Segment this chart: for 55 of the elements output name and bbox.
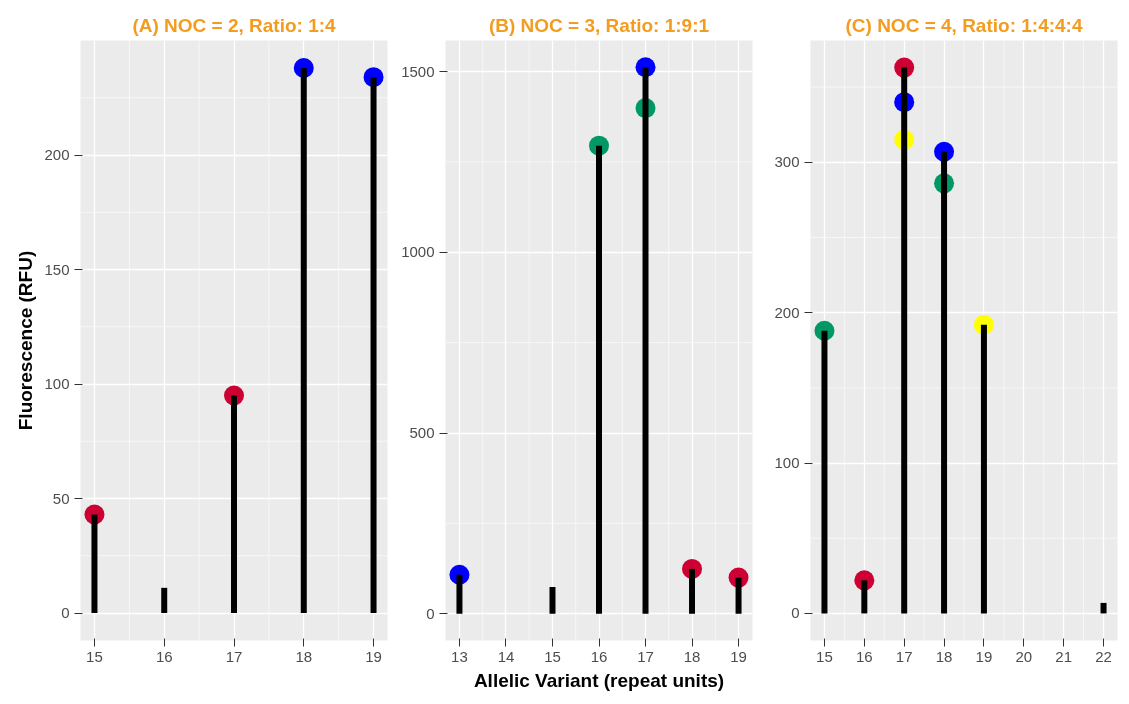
x-tick-label: 14: [497, 647, 515, 665]
x-tick-label: 17: [637, 647, 654, 665]
x-tick-label: 17: [225, 647, 243, 665]
y-tick-label: 0: [791, 604, 800, 622]
bar: [821, 330, 828, 614]
y-tick-label: 1500: [401, 62, 435, 80]
bar: [980, 324, 987, 614]
bar: [161, 587, 168, 614]
x-tick-label: 15: [544, 647, 561, 665]
y-tick-label: 50: [52, 489, 70, 507]
chart-title: (A) NOC = 2, Ratio: 1:4: [132, 14, 337, 36]
x-axis-title: Allelic Variant (repeat units): [473, 669, 725, 691]
bar: [231, 395, 237, 614]
x-tick-label: 16: [590, 647, 608, 665]
x-tick-label: 19: [730, 647, 747, 665]
x-tick-label: 17: [895, 647, 913, 665]
y-tick-label: 1000: [401, 243, 435, 261]
bar: [370, 77, 377, 614]
x-tick-label: 18: [295, 647, 313, 665]
bar: [549, 587, 556, 614]
y-tick-label: 300: [774, 153, 800, 171]
bar: [901, 67, 908, 614]
bar: [300, 67, 307, 614]
y-tick-label: 100: [774, 454, 800, 472]
bar: [456, 574, 463, 614]
bar: [596, 145, 602, 614]
x-tick-label: 13: [451, 647, 468, 665]
bar: [735, 577, 742, 614]
y-tick-label: 500: [409, 424, 435, 442]
y-tick-label: 150: [44, 260, 70, 278]
bar: [861, 580, 868, 614]
x-tick-label: 15: [816, 647, 833, 665]
x-tick-label: 21: [1055, 647, 1073, 665]
bar: [1100, 602, 1107, 614]
bar: [941, 151, 948, 614]
x-tick-label: 16: [855, 647, 873, 665]
x-tick-label: 20: [1015, 647, 1033, 665]
x-tick-label: 19: [365, 647, 382, 665]
x-tick-label: 22: [1095, 647, 1112, 665]
chart-title: (C) NOC = 4, Ratio: 1:4:4:4: [845, 14, 1083, 36]
x-tick-label: 18: [683, 647, 701, 665]
y-axis-title: Fluorescence (RFU): [15, 250, 37, 431]
y-tick-label: 200: [44, 146, 70, 163]
bar: [642, 67, 649, 614]
x-tick-label: 15: [86, 647, 103, 665]
x-tick-label: 19: [975, 647, 993, 665]
y-tick-label: 0: [61, 604, 70, 622]
x-tick-label: 18: [935, 647, 953, 665]
bar: [689, 568, 696, 614]
bar: [91, 514, 98, 614]
x-tick-label: 16: [155, 647, 173, 665]
y-tick-label: 200: [774, 303, 800, 321]
y-tick-label: 0: [426, 604, 435, 622]
chart-title: (B) NOC = 3, Ratio: 1:9:1: [488, 14, 710, 36]
y-tick-label: 100: [44, 375, 70, 393]
